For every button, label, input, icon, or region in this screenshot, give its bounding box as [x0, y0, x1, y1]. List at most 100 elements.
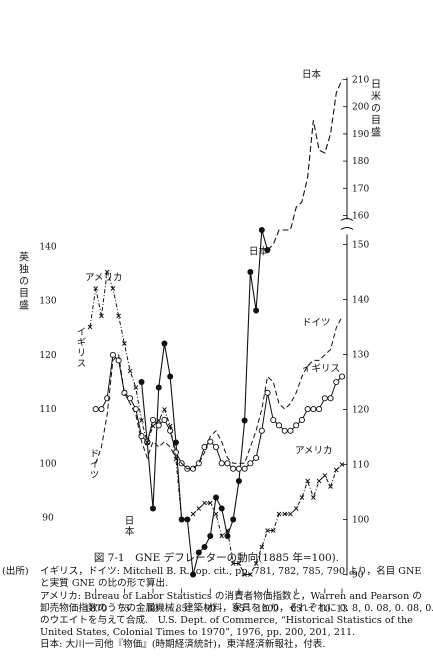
data-point — [258, 427, 265, 434]
right-tick-label: 200 — [352, 103, 369, 113]
data-point — [327, 395, 334, 402]
data-point — [173, 456, 179, 462]
series-annotation: イギリス — [302, 364, 340, 375]
data-point — [321, 395, 328, 402]
data-point — [218, 505, 225, 512]
source-line: イギリス，ドイツ: Mitchell B. R., op. cit., pp. … — [40, 566, 422, 578]
data-point — [161, 340, 168, 347]
data-point — [333, 467, 339, 473]
data-point — [333, 378, 340, 386]
source-line: 日本: 大川一司他『物価』(時期経済統計)，東洋経済新報社，付表. — [40, 639, 326, 651]
x-tick-label: 13 — [336, 605, 348, 615]
data-point — [213, 494, 219, 501]
data-point — [139, 418, 144, 423]
series-annotation: ドイツ — [88, 449, 100, 481]
data-point — [196, 506, 202, 511]
data-point — [293, 506, 299, 511]
data-point — [121, 389, 128, 396]
data-point — [224, 460, 231, 467]
left-tick-label: 130 — [39, 297, 56, 307]
left-tick-label: 120 — [39, 351, 56, 361]
data-point — [219, 533, 225, 539]
x-tick-label: 05 — [290, 605, 302, 615]
data-point — [253, 307, 260, 314]
data-point — [218, 460, 225, 467]
data-point — [276, 511, 282, 517]
data-point — [270, 528, 276, 533]
data-point — [99, 313, 104, 319]
figure-caption: 図 7-1 GNE デフレーターの動向(1885 年=100). (出所) イギ… — [0, 552, 433, 652]
right-tick-label: 170 — [352, 184, 369, 194]
series-line-japan-solid — [140, 229, 269, 575]
x-tick-label: 1900 — [256, 605, 279, 615]
right-tick-label: 100 — [352, 516, 369, 526]
data-point — [93, 286, 99, 291]
right-tick-label: 150 — [352, 241, 369, 251]
caption-title: 図 7-1 GNE デフレーターの動向(1885 年=100). — [93, 552, 340, 564]
chart-axes: 1870 75 80 85 90 95 1900 05 10 13 90 100 110 120 130 14… — [17, 76, 381, 615]
data-point — [179, 517, 184, 522]
series-annotation: ドイツ — [302, 318, 331, 329]
data-point — [236, 561, 242, 566]
source-head: (出所) — [2, 566, 29, 578]
data-point — [172, 449, 179, 456]
data-point — [293, 422, 300, 429]
data-point — [127, 368, 133, 374]
series-annotation: 日本 — [123, 516, 135, 537]
data-point — [167, 373, 174, 380]
data-point — [155, 422, 162, 429]
data-point — [310, 406, 317, 413]
right-tick-label: 140 — [352, 296, 369, 306]
data-point — [225, 528, 230, 533]
data-point — [298, 416, 305, 423]
data-point — [265, 528, 270, 533]
x-tick-label: 75 — [119, 605, 131, 615]
data-point — [235, 478, 242, 484]
right-tick-label: 120 — [352, 406, 369, 416]
left-tick-label: 110 — [39, 405, 56, 415]
series-annotation: 日本 — [302, 69, 322, 81]
data-point — [247, 269, 254, 275]
data-point — [224, 533, 231, 539]
data-point — [195, 549, 202, 556]
data-point — [149, 416, 157, 423]
data-point — [212, 443, 220, 451]
series-annotation: 日本 — [249, 246, 269, 258]
data-point — [155, 384, 162, 391]
data-point — [287, 427, 294, 434]
data-point — [316, 406, 323, 413]
data-point — [241, 417, 248, 424]
right-tick-label: 190 — [352, 130, 369, 140]
right-tick-label: 180 — [352, 157, 369, 167]
data-point — [253, 454, 260, 461]
right-tick-label: 160 — [352, 212, 369, 222]
data-point — [311, 495, 316, 500]
right-tick-label: 110 — [352, 461, 369, 471]
left-tick-label: 90 — [42, 514, 54, 524]
x-tick-label: 10 — [319, 605, 331, 615]
data-point — [92, 406, 99, 413]
data-point — [156, 418, 162, 423]
data-point — [201, 443, 208, 451]
data-point — [167, 427, 174, 434]
data-point — [241, 465, 248, 472]
series-line-japan-dashed — [267, 79, 343, 251]
data-point — [230, 465, 237, 472]
data-point — [316, 478, 322, 484]
data-point — [322, 473, 328, 478]
data-point — [213, 511, 219, 517]
data-point — [161, 416, 168, 423]
data-point — [281, 427, 288, 434]
data-point — [172, 439, 179, 446]
data-point — [110, 286, 116, 291]
x-tick-label: 90 — [205, 605, 217, 615]
source-line: 卸売物価指数のうちの金属機械，建築材料，家具をとり，それぞれに 0. 8, 0.… — [40, 602, 433, 614]
data-point — [230, 516, 237, 523]
chart-series — [87, 79, 346, 578]
left-axis-label: 英独の目盛 — [17, 250, 29, 311]
data-point — [162, 407, 167, 412]
data-point — [109, 351, 116, 358]
data-point — [328, 484, 333, 489]
